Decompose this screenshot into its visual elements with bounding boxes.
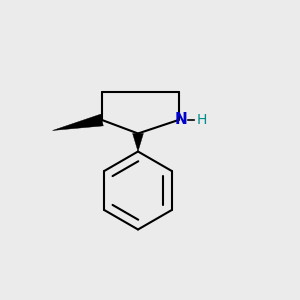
Polygon shape: [52, 114, 103, 130]
Polygon shape: [133, 134, 143, 152]
Text: N: N: [175, 112, 187, 128]
Text: H: H: [197, 113, 207, 127]
